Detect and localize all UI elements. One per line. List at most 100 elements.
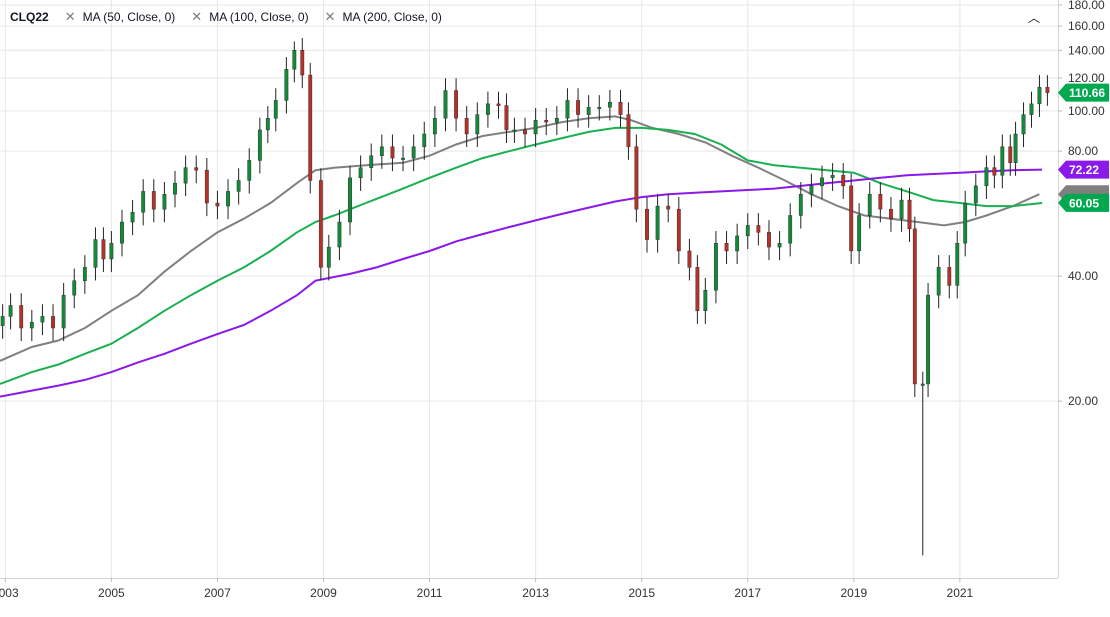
candle-down bbox=[695, 267, 700, 312]
candle-up bbox=[432, 118, 437, 135]
last-price-tag-bg bbox=[1058, 83, 1109, 102]
candle-up bbox=[830, 175, 835, 179]
candle-up bbox=[61, 294, 66, 329]
candle-up bbox=[735, 235, 740, 252]
candle-up bbox=[337, 221, 342, 248]
candle-up bbox=[714, 243, 718, 291]
candle-up bbox=[485, 103, 490, 115]
candle-down bbox=[912, 228, 917, 385]
candle-down bbox=[889, 208, 893, 219]
ma-line-200 bbox=[0, 168, 1043, 398]
study-ma-50[interactable]: ✕ MA (50, Close, 0) bbox=[65, 9, 176, 25]
candle-up bbox=[655, 205, 660, 240]
ma-line-50 bbox=[0, 115, 1040, 362]
candle-up bbox=[226, 191, 230, 207]
remove-study-ma-100-icon[interactable]: ✕ bbox=[191, 9, 203, 24]
candle-up bbox=[955, 243, 960, 286]
y-tick-label: 100.00 bbox=[1068, 104, 1105, 118]
y-tick-label: 120.00 bbox=[1068, 71, 1105, 85]
x-tick-label: 2005 bbox=[98, 586, 125, 600]
candle-up bbox=[586, 107, 591, 115]
candle-down bbox=[849, 185, 854, 252]
candle-down bbox=[992, 167, 997, 176]
candle-down bbox=[464, 118, 469, 135]
candle-down bbox=[544, 119, 549, 123]
candle-down bbox=[204, 169, 209, 204]
candle-up bbox=[236, 180, 241, 192]
study-ma-100[interactable]: ✕ MA (100, Close, 0) bbox=[191, 9, 308, 25]
candle-up bbox=[40, 316, 45, 323]
ma-value-tag: 72.22 bbox=[1058, 160, 1109, 179]
candle-up bbox=[936, 267, 941, 296]
candle-up bbox=[326, 246, 331, 268]
candle-down bbox=[676, 208, 681, 252]
candle-up bbox=[798, 194, 803, 216]
study-ma-50-label: MA (50, Close, 0) bbox=[82, 10, 176, 24]
candle-up bbox=[120, 221, 124, 244]
candle-up bbox=[1037, 87, 1042, 105]
candle-up bbox=[93, 239, 98, 268]
candle-up bbox=[348, 177, 352, 223]
x-tick-label: 2007 bbox=[204, 586, 231, 600]
ma-value-tag-text: 72.22 bbox=[1069, 163, 1099, 177]
candle-down bbox=[454, 90, 458, 119]
candle-down bbox=[523, 129, 527, 135]
candle-down bbox=[841, 175, 846, 187]
y-tick-label: 80.00 bbox=[1068, 144, 1098, 158]
candle-down bbox=[618, 101, 623, 115]
candle-up bbox=[920, 383, 925, 386]
candle-up bbox=[745, 225, 750, 237]
candle-up bbox=[1013, 133, 1018, 164]
y-tick-label: 20.00 bbox=[1068, 394, 1098, 408]
y-tick-label: 160.00 bbox=[1068, 19, 1105, 33]
y-tick-label: 140.00 bbox=[1068, 43, 1105, 57]
chevron-up-icon[interactable]: ︿ bbox=[1027, 11, 1040, 25]
candle-up bbox=[8, 305, 13, 317]
candle-down bbox=[666, 205, 671, 210]
remove-study-ma-200-icon[interactable]: ✕ bbox=[324, 9, 336, 24]
candle-up bbox=[533, 119, 538, 135]
candle-up bbox=[899, 199, 904, 219]
candle-down bbox=[634, 146, 639, 210]
candle-up bbox=[820, 177, 824, 187]
remove-study-ma-50-icon[interactable]: ✕ bbox=[64, 9, 76, 24]
x-tick-label: 2021 bbox=[947, 586, 974, 600]
candle-up bbox=[379, 146, 384, 156]
ma-value-tag: 60.05 bbox=[1058, 193, 1109, 212]
candle-down bbox=[576, 100, 580, 115]
x-tick-label: 2019 bbox=[840, 586, 867, 600]
candle-up bbox=[0, 316, 5, 326]
ma-value-tag-bg bbox=[1058, 193, 1109, 212]
candle-up bbox=[411, 146, 416, 159]
chart-legend: CLQ22 ✕ MA (50, Close, 0) ✕ MA (100, Clo… bbox=[0, 0, 1058, 34]
candle-up bbox=[963, 202, 968, 244]
study-ma-200[interactable]: ✕ MA (200, Close, 0) bbox=[325, 9, 442, 25]
ma-value-tag-text: 60.05 bbox=[1069, 196, 1099, 210]
candle-down bbox=[19, 305, 24, 329]
candle-up bbox=[247, 160, 252, 181]
candle-up bbox=[358, 167, 363, 179]
candle-up bbox=[512, 129, 517, 132]
candle-down bbox=[215, 202, 220, 207]
candle-down bbox=[907, 199, 912, 230]
candle-up bbox=[265, 118, 270, 131]
study-ma-200-label: MA (200, Close, 0) bbox=[342, 10, 442, 24]
candle-up bbox=[72, 280, 77, 296]
candle-down bbox=[626, 114, 631, 147]
candle-down bbox=[724, 243, 729, 252]
candle-down bbox=[390, 146, 395, 159]
candle-down bbox=[756, 225, 761, 233]
x-tick-label: 2017 bbox=[734, 586, 761, 600]
candle-down bbox=[687, 250, 692, 268]
candle-up bbox=[443, 90, 448, 119]
candle-up bbox=[1000, 146, 1005, 176]
candle-up bbox=[1021, 114, 1026, 135]
candle-down bbox=[318, 180, 323, 268]
study-ma-100-label: MA (100, Close, 0) bbox=[209, 10, 309, 24]
candle-up bbox=[173, 182, 177, 195]
x-tick-label: 2011 bbox=[417, 586, 443, 600]
last-price-tag: 110.66 bbox=[1058, 83, 1109, 102]
candle-up bbox=[29, 321, 34, 329]
candle-up bbox=[257, 129, 262, 161]
